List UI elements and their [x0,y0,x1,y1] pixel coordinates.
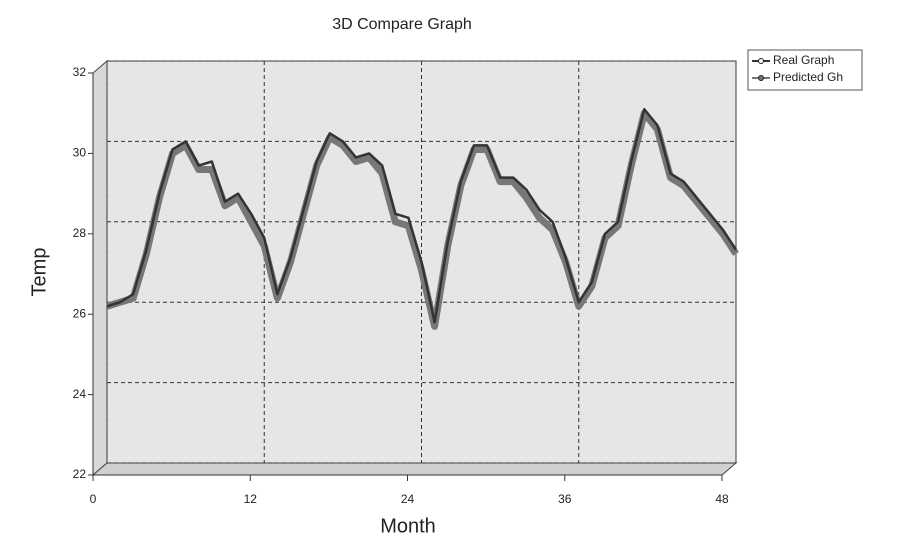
y-tick-label: 26 [73,306,87,320]
y-tick-label: 24 [73,387,87,401]
legend-marker [758,75,764,81]
series-line [106,107,738,324]
legend: Real Graph Predicted Gh [747,49,863,91]
legend-marker [758,58,764,64]
x-tick-label: 12 [244,492,258,506]
x-tick-label: 24 [401,492,415,506]
x-tick-label: 36 [558,492,572,506]
y-tick-label: 30 [73,146,87,160]
legend-box [747,49,863,91]
x-tick-label: 48 [715,492,729,506]
y-tick-label: 32 [73,65,87,79]
legend-label: Predicted Gh [773,70,843,84]
y-axis-label: Temp [28,248,50,297]
y-tick-label: 22 [73,467,87,481]
x-tick-label: 0 [90,492,97,506]
y-tick-label: 28 [73,226,87,240]
x-axis-label: Month [380,515,436,537]
left-wall [92,59,108,477]
chart-title: 3D Compare Graph [332,16,472,33]
legend-label: Real Graph [773,53,834,67]
floor [91,462,738,476]
